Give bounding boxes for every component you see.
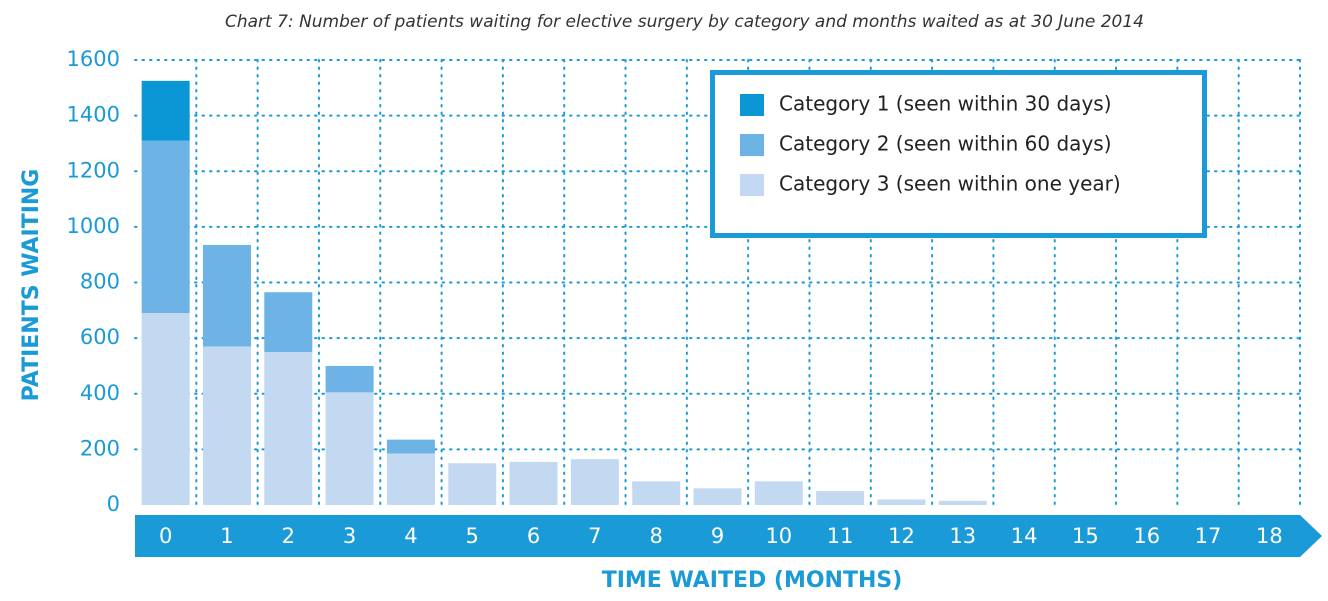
bar-segment: [816, 491, 865, 505]
legend-swatch: [740, 94, 764, 116]
bar-segment: [938, 500, 987, 505]
chart-title: Chart 7: Number of patients waiting for …: [225, 12, 1144, 32]
legend-label: Category 1 (seen within 30 days): [779, 92, 1112, 116]
y-tick-label: 800: [80, 270, 120, 294]
x-tick-label: 14: [1011, 524, 1038, 548]
x-tick-label: 7: [588, 524, 601, 548]
y-tick-label: 400: [80, 381, 120, 405]
y-tick-label: 1000: [67, 214, 120, 238]
y-tick-label: 200: [80, 436, 120, 460]
bar-segment: [141, 80, 190, 141]
bar-segment: [386, 439, 435, 454]
bar-segment: [509, 461, 558, 505]
x-tick-label: 10: [765, 524, 792, 548]
x-tick-label: 0: [159, 524, 172, 548]
y-tick-label: 600: [80, 325, 120, 349]
x-tick-label: 15: [1072, 524, 1099, 548]
bar-segment: [264, 292, 313, 353]
x-axis-band: [135, 515, 1322, 557]
bar-segment: [141, 140, 190, 314]
bar-segment: [448, 463, 497, 505]
bar-segment: [325, 392, 374, 505]
x-axis-title: TIME WAITED (MONTHS): [602, 568, 903, 593]
bar-segment: [325, 365, 374, 393]
y-axis-title: PATIENTS WAITING: [19, 169, 44, 402]
legend: Category 1 (seen within 30 days) Category…: [710, 70, 1207, 238]
legend-label: Category 2 (seen within 60 days): [779, 132, 1112, 156]
x-tick-label: 13: [949, 524, 976, 548]
bars: [141, 80, 987, 505]
bar-segment: [632, 481, 681, 505]
x-tick-label: 4: [404, 524, 417, 548]
legend-swatch: [740, 134, 764, 156]
y-tick-label: 0: [107, 492, 120, 516]
x-tick-label: 6: [527, 524, 540, 548]
y-tick-label: 1400: [67, 103, 120, 127]
bar-segment: [877, 499, 926, 505]
x-tick-label: 9: [711, 524, 724, 548]
bar-segment: [202, 244, 251, 347]
bar-segment: [141, 313, 190, 505]
legend-swatch: [740, 174, 764, 196]
bar-segment: [570, 459, 619, 505]
legend-box: [710, 70, 1207, 238]
bar-segment: [202, 346, 251, 505]
x-tick-label: 11: [827, 524, 854, 548]
x-tick-label: 5: [466, 524, 479, 548]
x-tick-label: 18: [1256, 524, 1283, 548]
x-tick-label: 16: [1133, 524, 1160, 548]
y-tick-label: 1200: [67, 158, 120, 182]
bar-segment: [264, 352, 313, 505]
x-tick-label: 3: [343, 524, 356, 548]
x-tick-label: 12: [888, 524, 915, 548]
x-tick-label: 17: [1195, 524, 1222, 548]
bar-segment: [754, 481, 803, 505]
x-tick-label: 2: [282, 524, 295, 548]
x-tick-label: 8: [649, 524, 662, 548]
x-tick-label: 1: [220, 524, 233, 548]
y-tick-label: 1600: [67, 47, 120, 71]
legend-label: Category 3 (seen within one year): [779, 172, 1121, 196]
bar-segment: [386, 453, 435, 505]
bar-segment: [693, 488, 742, 505]
